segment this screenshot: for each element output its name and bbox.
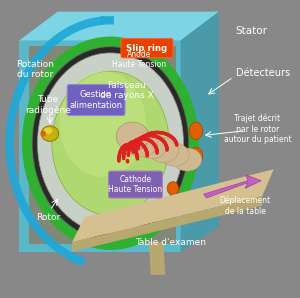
Ellipse shape xyxy=(173,148,202,171)
Ellipse shape xyxy=(41,126,58,141)
Polygon shape xyxy=(204,175,261,198)
Ellipse shape xyxy=(60,71,146,177)
Ellipse shape xyxy=(160,143,189,166)
Ellipse shape xyxy=(40,131,46,136)
Text: Gestion
alimentation: Gestion alimentation xyxy=(70,90,123,110)
Text: Rotation
du rotor: Rotation du rotor xyxy=(16,60,55,79)
Text: Anode
Haute Tension: Anode Haute Tension xyxy=(112,50,166,69)
Ellipse shape xyxy=(33,47,188,239)
Text: Cathode
Haute Tension: Cathode Haute Tension xyxy=(108,175,163,194)
Polygon shape xyxy=(72,196,262,252)
Polygon shape xyxy=(181,12,219,252)
Text: Slip ring: Slip ring xyxy=(126,44,167,53)
Text: Stator: Stator xyxy=(236,26,267,36)
Ellipse shape xyxy=(38,53,184,234)
Text: Tube
radiogène: Tube radiogène xyxy=(25,95,71,115)
Text: Rotor: Rotor xyxy=(36,213,60,222)
Text: Détecteurs: Détecteurs xyxy=(236,68,290,78)
Text: Déplacement
de la table: Déplacement de la table xyxy=(219,196,271,216)
Text: Faisceau
de rayons X: Faisceau de rayons X xyxy=(100,81,154,100)
Text: Trajet décrit
par le rotor
autour du patient: Trajet décrit par le rotor autour du pat… xyxy=(224,114,291,144)
Ellipse shape xyxy=(44,127,52,134)
FancyBboxPatch shape xyxy=(121,38,173,58)
Polygon shape xyxy=(72,169,274,242)
FancyBboxPatch shape xyxy=(67,85,125,115)
Polygon shape xyxy=(149,242,165,275)
FancyBboxPatch shape xyxy=(109,171,162,198)
Ellipse shape xyxy=(189,147,203,164)
Ellipse shape xyxy=(125,130,158,157)
Text: Table d'examen: Table d'examen xyxy=(136,238,206,247)
Ellipse shape xyxy=(136,134,167,159)
Polygon shape xyxy=(19,41,181,252)
Ellipse shape xyxy=(167,182,179,195)
Ellipse shape xyxy=(52,71,169,215)
Polygon shape xyxy=(19,12,219,41)
Ellipse shape xyxy=(25,38,196,248)
Ellipse shape xyxy=(189,122,203,139)
Ellipse shape xyxy=(116,122,149,151)
Polygon shape xyxy=(29,46,176,244)
Ellipse shape xyxy=(148,137,179,162)
